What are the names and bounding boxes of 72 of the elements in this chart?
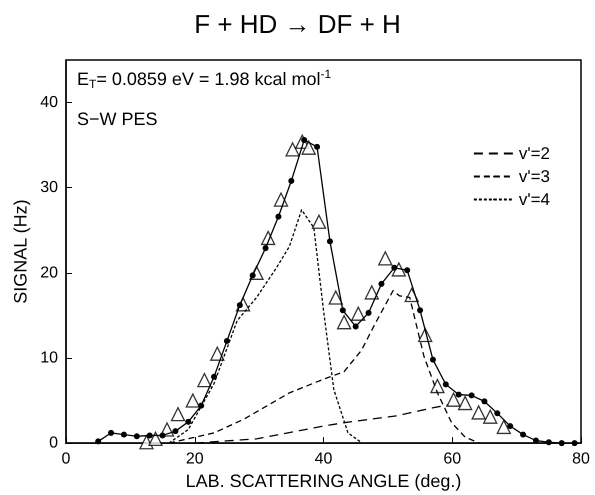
point: [120, 432, 127, 438]
point: [170, 407, 186, 422]
x-tick-label: 0: [62, 450, 71, 468]
point: [275, 214, 282, 220]
point: [507, 423, 514, 430]
point: [139, 435, 154, 450]
point: [468, 392, 475, 398]
point: [391, 264, 398, 271]
point: [95, 438, 102, 444]
point: [430, 378, 445, 394]
point: [378, 280, 384, 287]
point: [340, 307, 346, 314]
y-tick-label: 10: [40, 349, 58, 366]
legend-label: v'=2: [518, 144, 550, 163]
point: [172, 428, 178, 434]
point: [456, 392, 462, 398]
point: [224, 338, 230, 344]
point: [326, 238, 333, 244]
point: [352, 323, 359, 330]
point: [378, 251, 392, 266]
point: [312, 214, 326, 229]
point: [546, 439, 552, 446]
point: [520, 432, 526, 438]
point: [160, 432, 166, 438]
y-tick-label: 30: [40, 179, 58, 196]
point: [458, 396, 472, 410]
point: [285, 142, 300, 157]
chart-title: F + HD → DF + H: [194, 9, 401, 39]
point: [148, 432, 163, 446]
point: [134, 433, 140, 440]
point: [314, 144, 320, 150]
legend-label: v'=3: [518, 167, 550, 186]
y-tick-label: 0: [49, 434, 58, 452]
point: [250, 272, 256, 278]
point: [186, 393, 200, 408]
point: [364, 285, 379, 300]
point: [262, 245, 269, 252]
point: [572, 440, 578, 446]
x-tick-label: 40: [314, 450, 332, 468]
point: [108, 430, 114, 436]
point: [351, 306, 366, 321]
point: [558, 440, 565, 446]
x-tick-label: 60: [443, 450, 462, 468]
point: [197, 372, 212, 388]
y-tick-label: 20: [40, 264, 58, 282]
y-axis-title: SIGNAL (Hz): [10, 199, 30, 304]
point: [336, 315, 352, 330]
point: [146, 432, 153, 438]
point: [430, 356, 436, 363]
point: [442, 381, 449, 388]
point: [471, 405, 486, 420]
point: [366, 310, 372, 316]
point: [185, 418, 192, 425]
point: [417, 307, 424, 314]
point: [494, 410, 500, 416]
point: [496, 420, 511, 434]
x-axis-title: LAB. SCATTERING ANGLE (deg.): [186, 471, 462, 491]
legend-label: v'=4: [518, 190, 550, 209]
x-tick-label: 20: [186, 450, 204, 468]
point: [404, 267, 410, 274]
x-tick-label: 80: [572, 450, 590, 468]
point: [483, 410, 498, 424]
point: [328, 290, 343, 305]
point: [210, 346, 224, 361]
y-tick-label: 40: [40, 94, 58, 112]
point: [481, 398, 488, 404]
point: [446, 392, 461, 407]
point: [211, 374, 218, 380]
point: [302, 140, 316, 155]
point: [288, 178, 294, 184]
point: [198, 402, 204, 409]
annotation: S−W PES: [77, 109, 158, 129]
